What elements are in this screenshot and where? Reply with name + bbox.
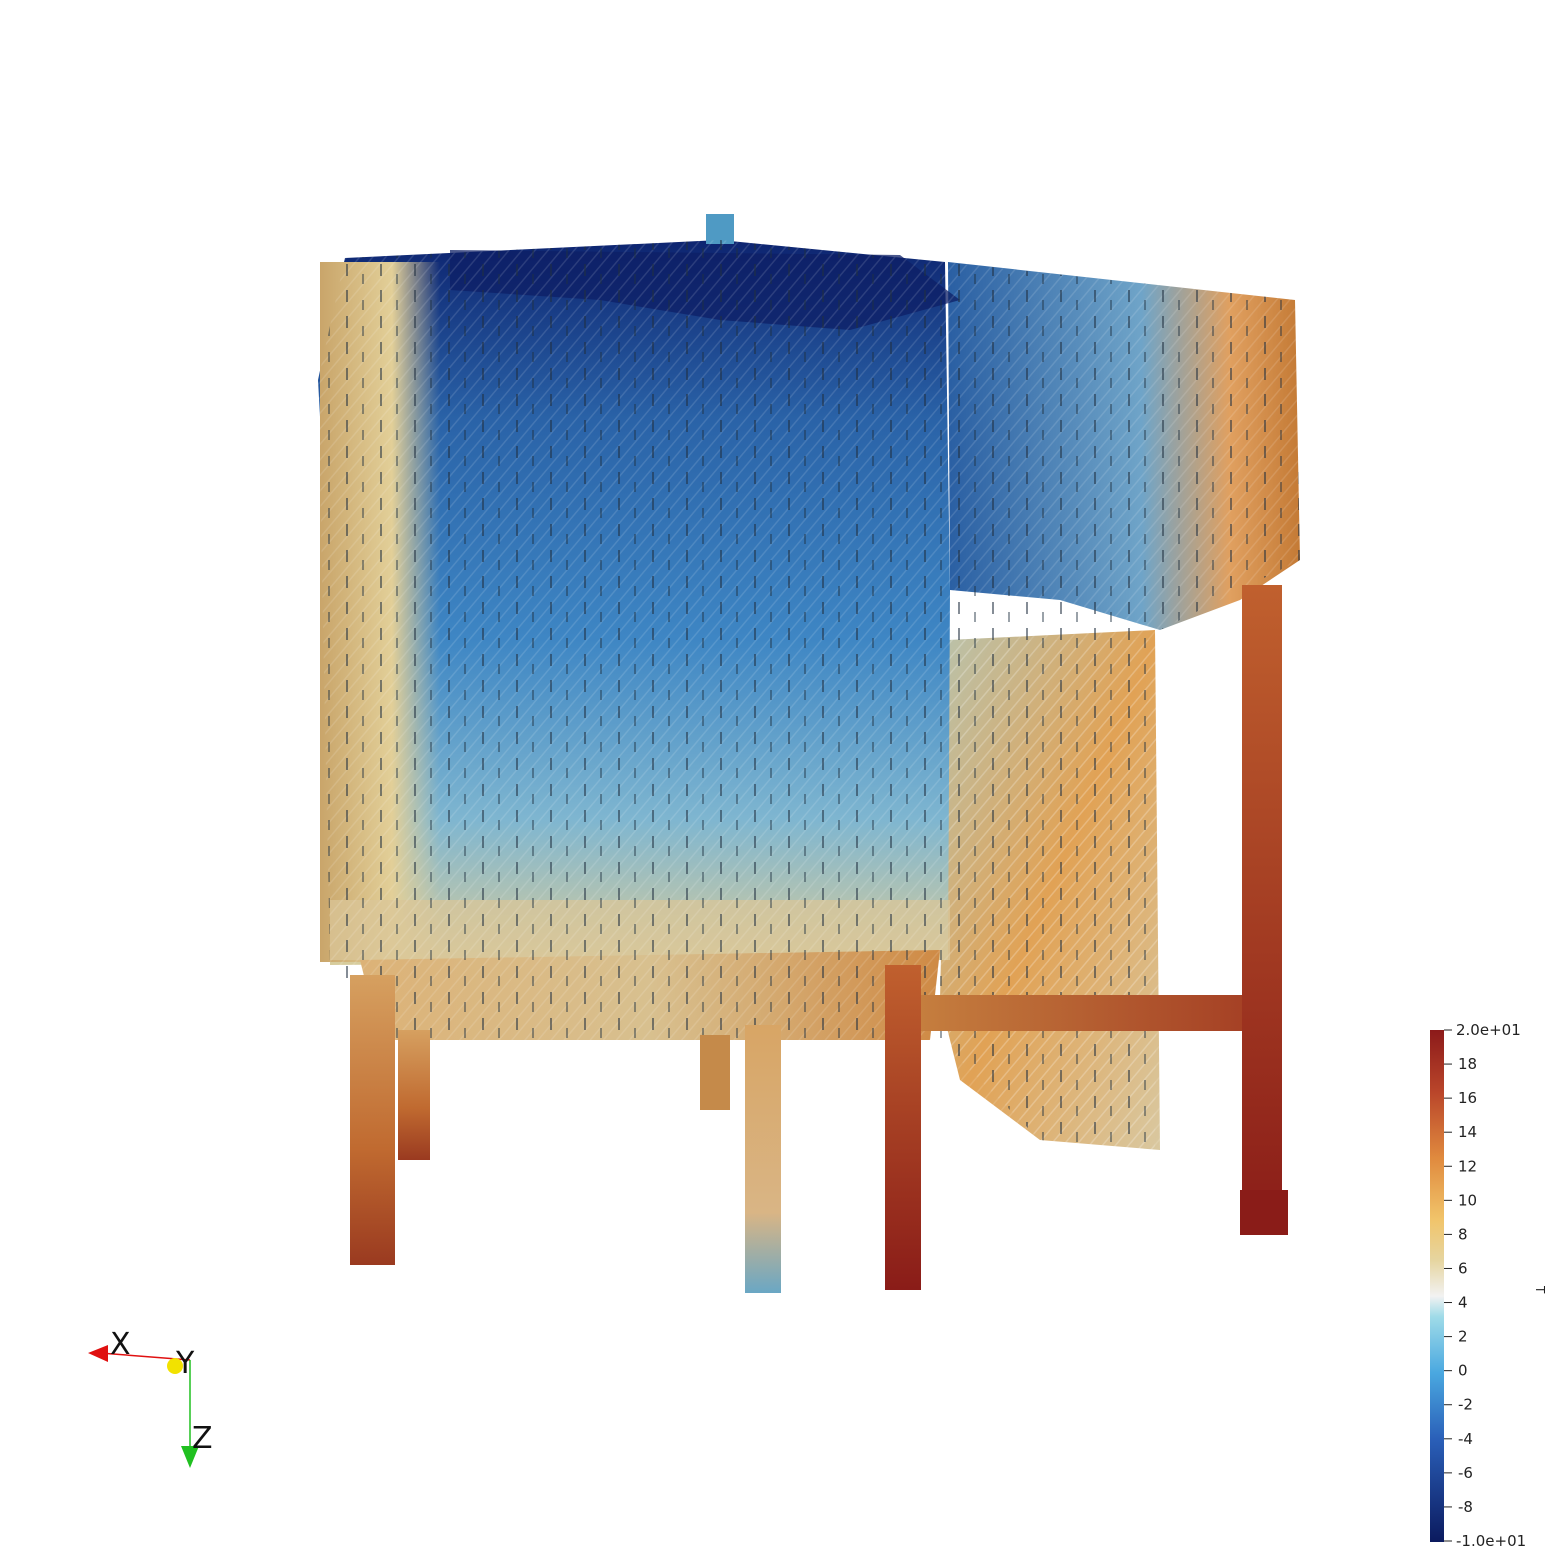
colorbar-min-label: -1.0e+01	[1456, 1532, 1526, 1550]
colorbar-tick-label: 14	[1458, 1123, 1477, 1141]
mesh-leg-center-right	[885, 965, 921, 1290]
colorbar-tick-label: 4	[1458, 1294, 1468, 1312]
z-axis-label: Z	[192, 1421, 213, 1456]
colorbar-tick-label: -8	[1458, 1498, 1473, 1516]
mesh-leg-right-foot	[1240, 1190, 1288, 1235]
orientation-axes: X Y Z	[88, 1327, 213, 1468]
colorbar-max-label: 2.0e+01	[1456, 1021, 1521, 1039]
mesh-strut-small	[700, 1035, 730, 1110]
mesh-leg-right	[1242, 585, 1282, 1235]
colorbar-tick-label: 16	[1458, 1089, 1477, 1107]
mesh-horizontal-beam	[910, 995, 1280, 1031]
color-legend: 18 16 14 12 10 8 6 4 2 0 -2 -4 -6 -8 2.0e+01 -1.0e+01…	[1430, 1021, 1547, 1550]
colorbar-tick-label: 2	[1458, 1328, 1468, 1346]
x-axis-label: X	[110, 1327, 131, 1362]
x-axis-arrowhead	[88, 1345, 108, 1362]
colorbar-tick-label: 8	[1458, 1225, 1468, 1243]
colorbar-title: T	[1533, 1285, 1547, 1294]
y-axis-marker	[167, 1358, 183, 1374]
rendered-mesh[interactable]	[318, 214, 1300, 1293]
colorbar-tick-label: 6	[1458, 1259, 1468, 1277]
colorbar-tick-label: -4	[1458, 1430, 1473, 1448]
y-axis-label: Y	[175, 1346, 195, 1381]
colorbar-tick-label: -2	[1458, 1396, 1473, 1414]
z-axis-arrowhead	[181, 1446, 199, 1468]
mesh-leg-left	[350, 975, 395, 1265]
colorbar-gradient	[1430, 1030, 1444, 1542]
mesh-top-nub	[706, 214, 734, 244]
colorbar-ticks: 18 16 14 12 10 8 6 4 2 0 -2 -4 -6 -8	[1444, 1055, 1477, 1516]
colorbar-tick-label: 18	[1458, 1055, 1477, 1073]
colorbar-tick-label: 0	[1458, 1362, 1468, 1380]
colorbar-tick-label: 10	[1458, 1191, 1477, 1209]
colorbar-tick-label: 12	[1458, 1157, 1477, 1175]
mesh-leg-left-inner	[398, 1030, 430, 1160]
colorbar-tick-label: -6	[1458, 1464, 1473, 1482]
mesh-leg-center	[745, 1025, 781, 1293]
